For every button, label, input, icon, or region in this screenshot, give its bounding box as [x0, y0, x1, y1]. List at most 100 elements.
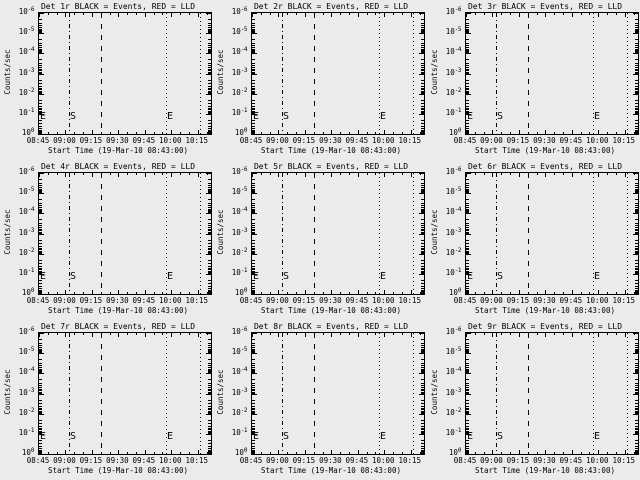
x-minor-tick [322, 132, 324, 134]
y-tick-exponent: 0 [457, 287, 462, 294]
y-minor-tick [466, 129, 469, 131]
x-minor-tick [501, 452, 503, 454]
y-minor-tick [252, 110, 255, 112]
y-minor-tick [466, 187, 469, 189]
y-minor-tick [208, 348, 211, 350]
y-minor-tick [39, 67, 42, 69]
x-minor-tick [74, 292, 76, 294]
y-tick-exponent: 0 [457, 127, 462, 134]
flag-letter: S [70, 431, 77, 442]
y-minor-tick [466, 432, 469, 434]
x-minor-tick [393, 452, 395, 454]
y-tick-exponent: 0 [30, 287, 35, 294]
y-minor-tick [635, 50, 638, 52]
y-minor-tick [252, 367, 255, 369]
y-tick-exponent: 0 [457, 447, 462, 454]
y-minor-tick [208, 410, 211, 412]
x-tick-label: 10:15 [398, 296, 422, 305]
x-major-tick [545, 13, 547, 17]
x-major-tick [466, 333, 467, 337]
y-minor-tick [252, 133, 255, 135]
y-major-tick [466, 53, 471, 55]
y-tick-mantissa: 10 [231, 407, 241, 417]
y-tick-exponent: -4 [240, 46, 248, 54]
detector-panel: Det 9r BLACK = Events, RED = LLD Counts/… [427, 320, 640, 480]
y-minor-tick [466, 292, 469, 294]
y-minor-tick [421, 359, 424, 361]
y-major-tick [633, 413, 638, 415]
y-tick-mantissa: 10 [445, 367, 455, 377]
x-major-tick [598, 333, 600, 337]
x-minor-tick [56, 452, 58, 454]
y-minor-tick [466, 133, 469, 135]
y-minor-tick [635, 387, 638, 389]
y-minor-tick [635, 432, 638, 434]
x-major-tick [545, 333, 547, 337]
y-minor-tick [466, 411, 469, 413]
y-minor-tick [252, 30, 255, 32]
y-major-tick [419, 53, 424, 55]
x-minor-tick [127, 292, 129, 294]
y-major-tick [39, 193, 44, 195]
y-minor-tick [39, 365, 42, 367]
y-minor-tick [466, 111, 469, 113]
y-minor-tick [39, 245, 42, 247]
y-major-tick [419, 273, 424, 275]
y-minor-tick [208, 351, 211, 353]
y-minor-tick [252, 227, 255, 229]
y-tick-mantissa: 10 [445, 107, 455, 117]
y-major-tick [633, 253, 638, 255]
x-major-tick [357, 130, 359, 134]
y-minor-tick [208, 69, 211, 71]
y-tick-mantissa: 10 [234, 128, 244, 137]
y-minor-tick [39, 185, 42, 187]
y-major-tick [633, 33, 638, 35]
y-minor-tick [466, 399, 469, 401]
y-minor-tick [252, 219, 255, 221]
y-minor-tick [421, 47, 424, 49]
y-tick-mantissa: 10 [231, 47, 241, 57]
y-minor-tick [466, 267, 469, 269]
y-major-tick [419, 93, 424, 95]
x-minor-tick [153, 292, 155, 294]
y-minor-tick [635, 379, 638, 381]
y-minor-tick [39, 119, 42, 121]
y-minor-tick [39, 190, 42, 192]
y-tick-mantissa: 10 [445, 327, 455, 336]
y-minor-tick [252, 290, 255, 292]
x-minor-tick [322, 173, 324, 175]
y-minor-tick [208, 229, 211, 231]
y-minor-tick [466, 112, 469, 114]
y-minor-tick [39, 123, 42, 125]
y-minor-tick [635, 447, 638, 449]
x-tick-label: 09:30 [319, 136, 342, 145]
y-minor-tick [635, 287, 638, 289]
y-minor-tick [466, 445, 469, 447]
y-minor-tick [635, 185, 638, 187]
y-minor-tick [421, 227, 424, 229]
y-minor-tick [252, 345, 255, 347]
y-minor-tick [466, 271, 469, 273]
y-minor-tick [421, 270, 424, 272]
y-minor-tick [466, 345, 469, 347]
x-minor-tick [206, 173, 208, 175]
marker-line-dotted [200, 173, 201, 294]
x-minor-tick [589, 333, 591, 335]
y-minor-tick [208, 271, 211, 273]
y-minor-tick [421, 250, 424, 252]
y-major-tick [419, 253, 424, 255]
x-minor-tick [340, 132, 342, 134]
y-minor-tick [252, 359, 255, 361]
y-tick-label: 100 [217, 447, 248, 458]
x-minor-tick [180, 333, 182, 335]
y-minor-tick [421, 179, 424, 181]
y-minor-tick [252, 431, 255, 433]
x-tick-label: 10:00 [159, 136, 182, 145]
y-major-tick [419, 33, 424, 35]
y-major-tick [633, 433, 638, 435]
y-minor-tick [466, 210, 469, 212]
x-minor-tick [580, 13, 582, 15]
x-minor-tick [47, 292, 49, 294]
y-tick-exponent: -3 [27, 66, 35, 74]
